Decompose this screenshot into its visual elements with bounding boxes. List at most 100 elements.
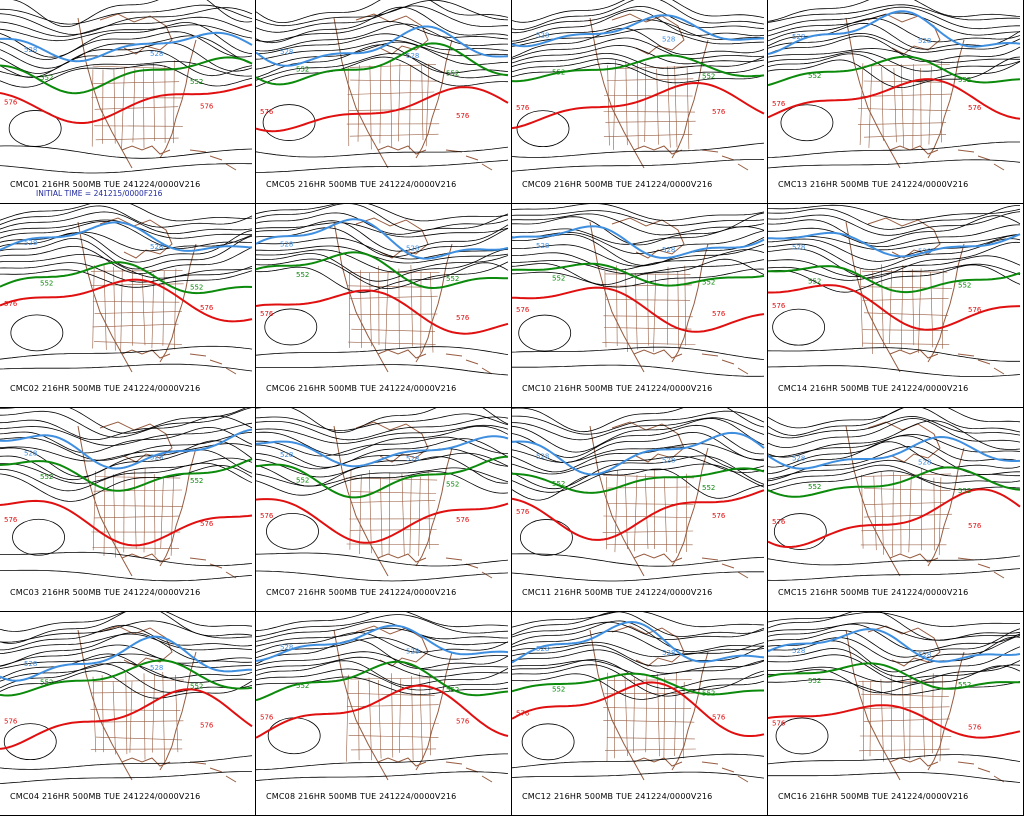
- height-contour: [256, 771, 509, 781]
- height-contours: [768, 0, 1021, 169]
- height-contour: [256, 753, 508, 771]
- west-coastline: [589, 17, 645, 169]
- contour-528-line: [256, 218, 509, 260]
- west-coastline: [333, 425, 389, 577]
- height-contour: [256, 651, 508, 671]
- map-500mb-heights: 528 528 552 552 576 576: [0, 612, 253, 784]
- height-contours: [512, 204, 765, 377]
- state-border: [141, 273, 146, 346]
- west-coastline: [77, 629, 133, 781]
- caribbean-islands: [445, 149, 493, 171]
- state-border: [625, 268, 628, 353]
- height-contour: [256, 668, 509, 691]
- state-border: [889, 269, 892, 345]
- height-contour: [256, 614, 509, 638]
- state-border: [132, 68, 136, 143]
- contour-576-line: [0, 83, 253, 124]
- gulf-coastline: [377, 553, 427, 563]
- east-coastline: [159, 39, 197, 159]
- height-contour: [768, 416, 1021, 439]
- height-contour: [768, 263, 1021, 281]
- height-contour: [0, 22, 253, 58]
- state-border: [92, 676, 97, 753]
- height-contour: [768, 255, 1021, 278]
- west-coastline: [333, 17, 389, 169]
- contour-576-label: 576: [712, 512, 726, 520]
- state-border: [667, 66, 671, 148]
- geography-lines: [589, 217, 749, 375]
- state-border: [93, 489, 183, 492]
- height-contour: [256, 220, 509, 252]
- map-500mb-heights: 528 528 552 552 576 576: [256, 408, 509, 582]
- state-border: [602, 342, 696, 345]
- state-border: [860, 286, 952, 289]
- east-coastline: [927, 447, 965, 567]
- contour-528-label: 528: [662, 36, 675, 44]
- state-border: [890, 673, 892, 758]
- state-border: [359, 475, 362, 555]
- height-contour: [768, 665, 1021, 694]
- contour-576-label: 576: [712, 310, 726, 318]
- contour-528-label: 528: [792, 33, 805, 41]
- northern-coastline: [355, 217, 429, 259]
- state-border: [686, 67, 690, 150]
- height-contour: [0, 632, 253, 667]
- height-contour: [0, 163, 252, 174]
- gulf-coastline: [889, 553, 939, 563]
- state-border: [863, 502, 947, 505]
- state-border: [93, 679, 184, 683]
- state-border: [153, 473, 156, 556]
- panel-caption: CMC04 216HR 500MB TUE 241224/0000V216: [10, 792, 201, 801]
- state-border: [604, 271, 607, 348]
- northern-coastline: [867, 421, 941, 463]
- state-border: [390, 60, 393, 148]
- east-coastline: [671, 447, 709, 567]
- contour-528-label: 528: [150, 664, 163, 672]
- map-500mb-heights: 528 528 552 552 576 576: [256, 204, 509, 376]
- west-coastline: [333, 629, 389, 781]
- state-border: [360, 270, 362, 348]
- height-contour: [768, 51, 1021, 72]
- state-border: [380, 477, 383, 557]
- contour-528-line: [256, 435, 509, 468]
- panel-caption: CMC03 216HR 500MB TUE 241224/0000V216: [10, 588, 201, 597]
- gulf-coastline: [121, 553, 171, 563]
- state-border: [928, 66, 932, 145]
- state-border: [644, 62, 647, 143]
- height-contour: [512, 659, 765, 690]
- state-border: [637, 60, 639, 148]
- height-contour: [256, 660, 509, 686]
- state-border: [349, 529, 437, 531]
- height-contours: [256, 612, 509, 781]
- gulf-coastline: [121, 349, 171, 359]
- height-contour: [768, 678, 1021, 696]
- height-contour: [0, 457, 253, 484]
- state-border: [603, 315, 693, 318]
- height-contour: [512, 630, 765, 656]
- height-contour: [0, 220, 252, 249]
- state-border: [94, 125, 183, 127]
- gulf-coastline: [633, 145, 683, 155]
- contour-576-line: [256, 498, 509, 544]
- state-border: [602, 530, 694, 533]
- high-pressure-contour: [262, 104, 316, 141]
- height-contour: [768, 365, 1021, 377]
- contour-552-label: 552: [958, 76, 971, 84]
- contour-552-label: 552: [190, 683, 203, 691]
- height-contour: [768, 18, 1021, 43]
- height-contour: [512, 612, 765, 628]
- height-contour: [256, 471, 509, 496]
- height-contour: [768, 48, 1020, 63]
- state-border: [868, 65, 873, 148]
- gulf-coastline: [377, 757, 427, 767]
- contour-552-line: [256, 251, 508, 290]
- height-contour: [12, 0, 253, 27]
- contour-552-label: 552: [552, 274, 565, 282]
- state-border: [103, 264, 107, 350]
- high-pressure-contour: [520, 519, 573, 556]
- contour-576-line: [0, 278, 253, 323]
- state-border: [614, 470, 618, 553]
- northern-coastline: [355, 625, 429, 667]
- height-contour: [0, 50, 253, 78]
- height-contour: [0, 42, 253, 74]
